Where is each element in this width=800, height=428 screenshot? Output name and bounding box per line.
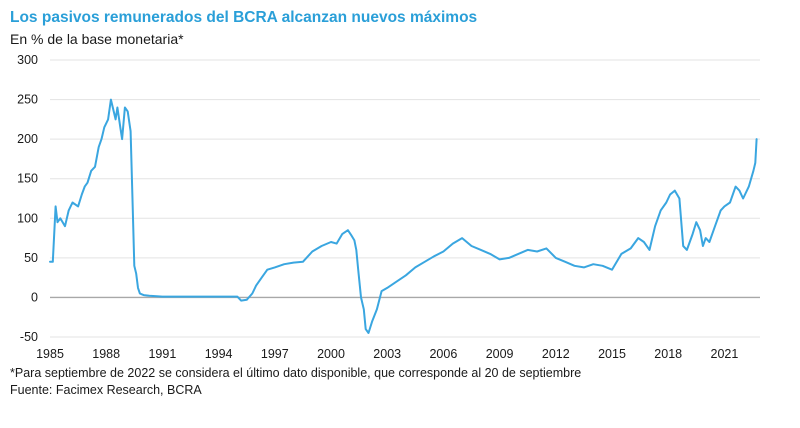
x-tick-label: 1997 (261, 347, 289, 361)
y-tick-label: 250 (17, 93, 38, 107)
x-tick-label: 2003 (373, 347, 401, 361)
chart-subtitle: En % de la base monetaria* (10, 31, 184, 47)
x-tick-label: 2021 (711, 347, 739, 361)
y-tick-label: 300 (17, 53, 38, 67)
chart-title: Los pasivos remunerados del BCRA alcanza… (10, 9, 478, 26)
x-tick-label: 2012 (542, 347, 570, 361)
series-layer (49, 98, 758, 334)
x-tick-label: 1985 (36, 347, 64, 361)
series-line (49, 98, 758, 334)
x-tick-label: 1991 (148, 347, 176, 361)
x-tick-label: 2006 (429, 347, 457, 361)
y-tick-label: 200 (17, 132, 38, 146)
y-tick-label: 150 (17, 172, 38, 186)
x-tick-label: 1994 (205, 347, 233, 361)
y-tick-label: 100 (17, 211, 38, 225)
y-tick-label: 50 (24, 251, 38, 265)
y-tick-label: -50 (20, 330, 38, 344)
x-axis-ticks: 1985 1988 1991 1994 1997 2000 2003 2006 2009 2012… (36, 347, 738, 361)
y-axis-ticks: -50 0 50 100 150 200 250 300 (17, 53, 38, 344)
x-tick-label: 1988 (92, 347, 120, 361)
y-tick-label: 0 (31, 290, 38, 304)
x-tick-label: 2018 (654, 347, 682, 361)
x-tick-label: 2015 (598, 347, 626, 361)
footnote: *Para septiembre de 2022 se considera el… (10, 366, 582, 380)
source-note: Fuente: Facimex Research, BCRA (10, 383, 202, 397)
x-tick-label: 2000 (317, 347, 345, 361)
x-tick-label: 2009 (486, 347, 514, 361)
